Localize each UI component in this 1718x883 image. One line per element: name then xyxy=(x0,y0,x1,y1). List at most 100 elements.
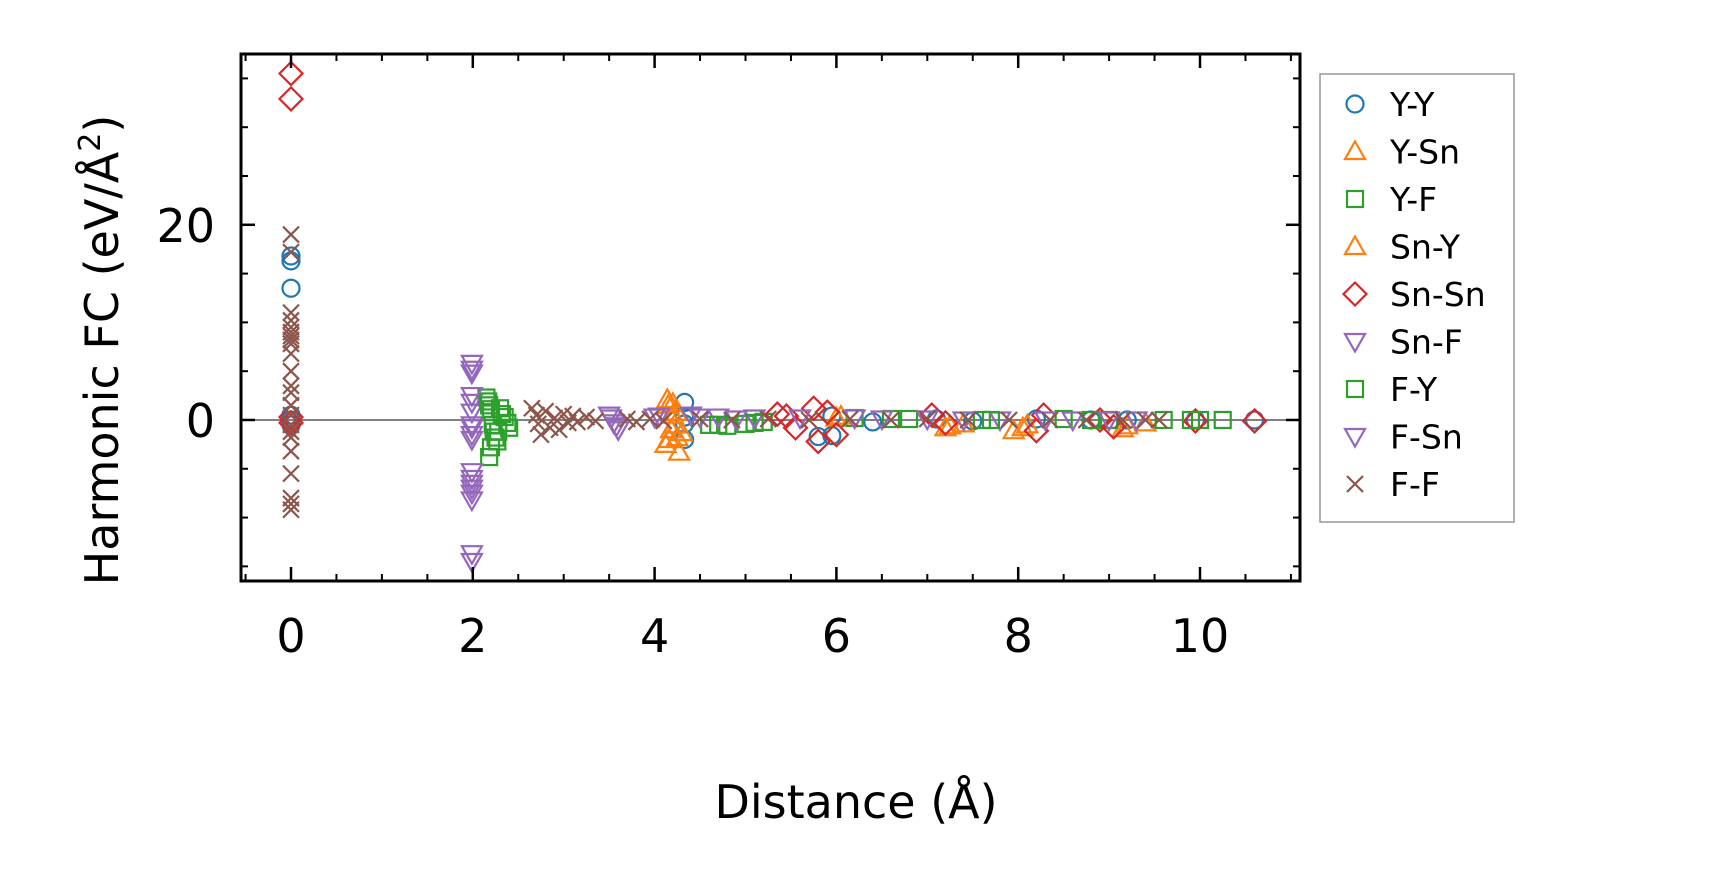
data-point xyxy=(1113,411,1132,429)
x-tick-label: 8 xyxy=(1004,609,1033,663)
y-axis-title: Harmonic FC (eV/Å2) xyxy=(73,115,129,586)
data-point xyxy=(669,420,694,442)
data-point xyxy=(459,491,484,513)
data-point xyxy=(660,402,685,424)
data-point xyxy=(688,408,712,430)
data-point xyxy=(486,428,505,447)
data-point xyxy=(745,413,764,432)
legend-label: Sn-Y xyxy=(1390,228,1461,267)
legend-label: F-Sn xyxy=(1390,418,1463,457)
data-point xyxy=(459,426,484,447)
data-point xyxy=(282,225,300,244)
data-point xyxy=(532,425,550,444)
data-point xyxy=(654,412,673,430)
data-point xyxy=(282,422,300,441)
data-point xyxy=(277,409,305,436)
data-point xyxy=(1041,411,1059,429)
data-point xyxy=(1081,410,1101,430)
data-point xyxy=(981,410,1001,430)
data-point xyxy=(282,416,300,434)
data-point xyxy=(1244,410,1265,430)
data-point xyxy=(823,421,850,448)
ticks-layer xyxy=(241,54,1300,581)
legend-label: F-F xyxy=(1390,465,1440,504)
data-point xyxy=(459,463,484,484)
data-point xyxy=(568,413,587,431)
data-point xyxy=(660,391,685,412)
legend-frame xyxy=(1319,73,1515,523)
data-point xyxy=(706,408,731,430)
plot-frame xyxy=(239,52,1302,583)
data-point xyxy=(1241,407,1268,435)
data-point xyxy=(918,410,937,428)
data-point xyxy=(459,360,484,382)
data-point xyxy=(647,407,672,429)
data-point xyxy=(655,387,680,409)
data-points-layer xyxy=(277,60,1268,574)
legend: Y-Y Y-Sn Y-F Sn-Y Sn-Sn Sn-F F-Y F-Sn F-F xyxy=(1319,73,1515,523)
data-point xyxy=(1182,407,1209,435)
data-point xyxy=(882,411,900,429)
data-point xyxy=(959,411,977,429)
data-point xyxy=(1077,411,1096,429)
legend-marker xyxy=(1343,139,1367,161)
data-point xyxy=(281,278,301,298)
data-point xyxy=(691,410,709,428)
data-point xyxy=(459,419,484,440)
y-tick-label: 0 xyxy=(186,394,215,448)
data-point xyxy=(742,409,767,431)
legend-label: F-Y xyxy=(1390,370,1438,409)
data-point xyxy=(281,246,301,266)
data-point xyxy=(282,500,300,519)
data-point xyxy=(459,430,484,452)
series-f-f xyxy=(282,225,1168,519)
data-point xyxy=(277,60,305,87)
data-point xyxy=(841,410,859,428)
x-axis-title: Distance (Å) xyxy=(714,775,997,829)
data-point xyxy=(1154,410,1173,430)
y-axis-title-close: ) xyxy=(75,115,129,133)
data-point xyxy=(459,364,484,386)
data-point xyxy=(800,411,818,429)
y-axis-title-superscript: 2 xyxy=(73,133,108,152)
data-point xyxy=(282,377,300,395)
data-point xyxy=(282,464,300,483)
data-point xyxy=(282,442,300,460)
legend-marker xyxy=(1345,94,1365,114)
data-point xyxy=(805,428,832,455)
data-point xyxy=(915,410,940,432)
legend-label: Sn-Sn xyxy=(1390,275,1486,314)
x-tick-label: 2 xyxy=(458,609,487,663)
data-point xyxy=(498,413,517,432)
data-point xyxy=(869,410,894,432)
data-point xyxy=(824,405,849,427)
legend-marker xyxy=(1345,189,1365,209)
data-point xyxy=(759,410,778,428)
y-tick-label: 20 xyxy=(156,199,215,253)
series-f-sn xyxy=(459,364,1122,501)
data-point xyxy=(282,243,300,261)
data-point xyxy=(1213,410,1232,430)
data-point xyxy=(1054,409,1073,429)
data-point xyxy=(545,409,564,427)
data-point xyxy=(1000,411,1018,429)
x-tick-label: 0 xyxy=(276,609,305,663)
data-point xyxy=(459,386,484,408)
data-point xyxy=(282,331,300,349)
data-point xyxy=(1124,411,1149,433)
series-sn-sn xyxy=(277,60,1268,455)
legend-marker xyxy=(1343,234,1367,256)
data-point xyxy=(282,383,300,402)
data-point xyxy=(1136,411,1155,429)
data-point xyxy=(664,399,689,421)
legend-marker xyxy=(1346,475,1364,493)
data-point xyxy=(282,303,300,322)
data-point xyxy=(277,85,305,112)
data-point xyxy=(773,403,800,430)
data-point xyxy=(459,552,484,574)
data-point xyxy=(577,408,596,426)
data-point xyxy=(604,417,629,439)
data-point xyxy=(282,495,300,513)
